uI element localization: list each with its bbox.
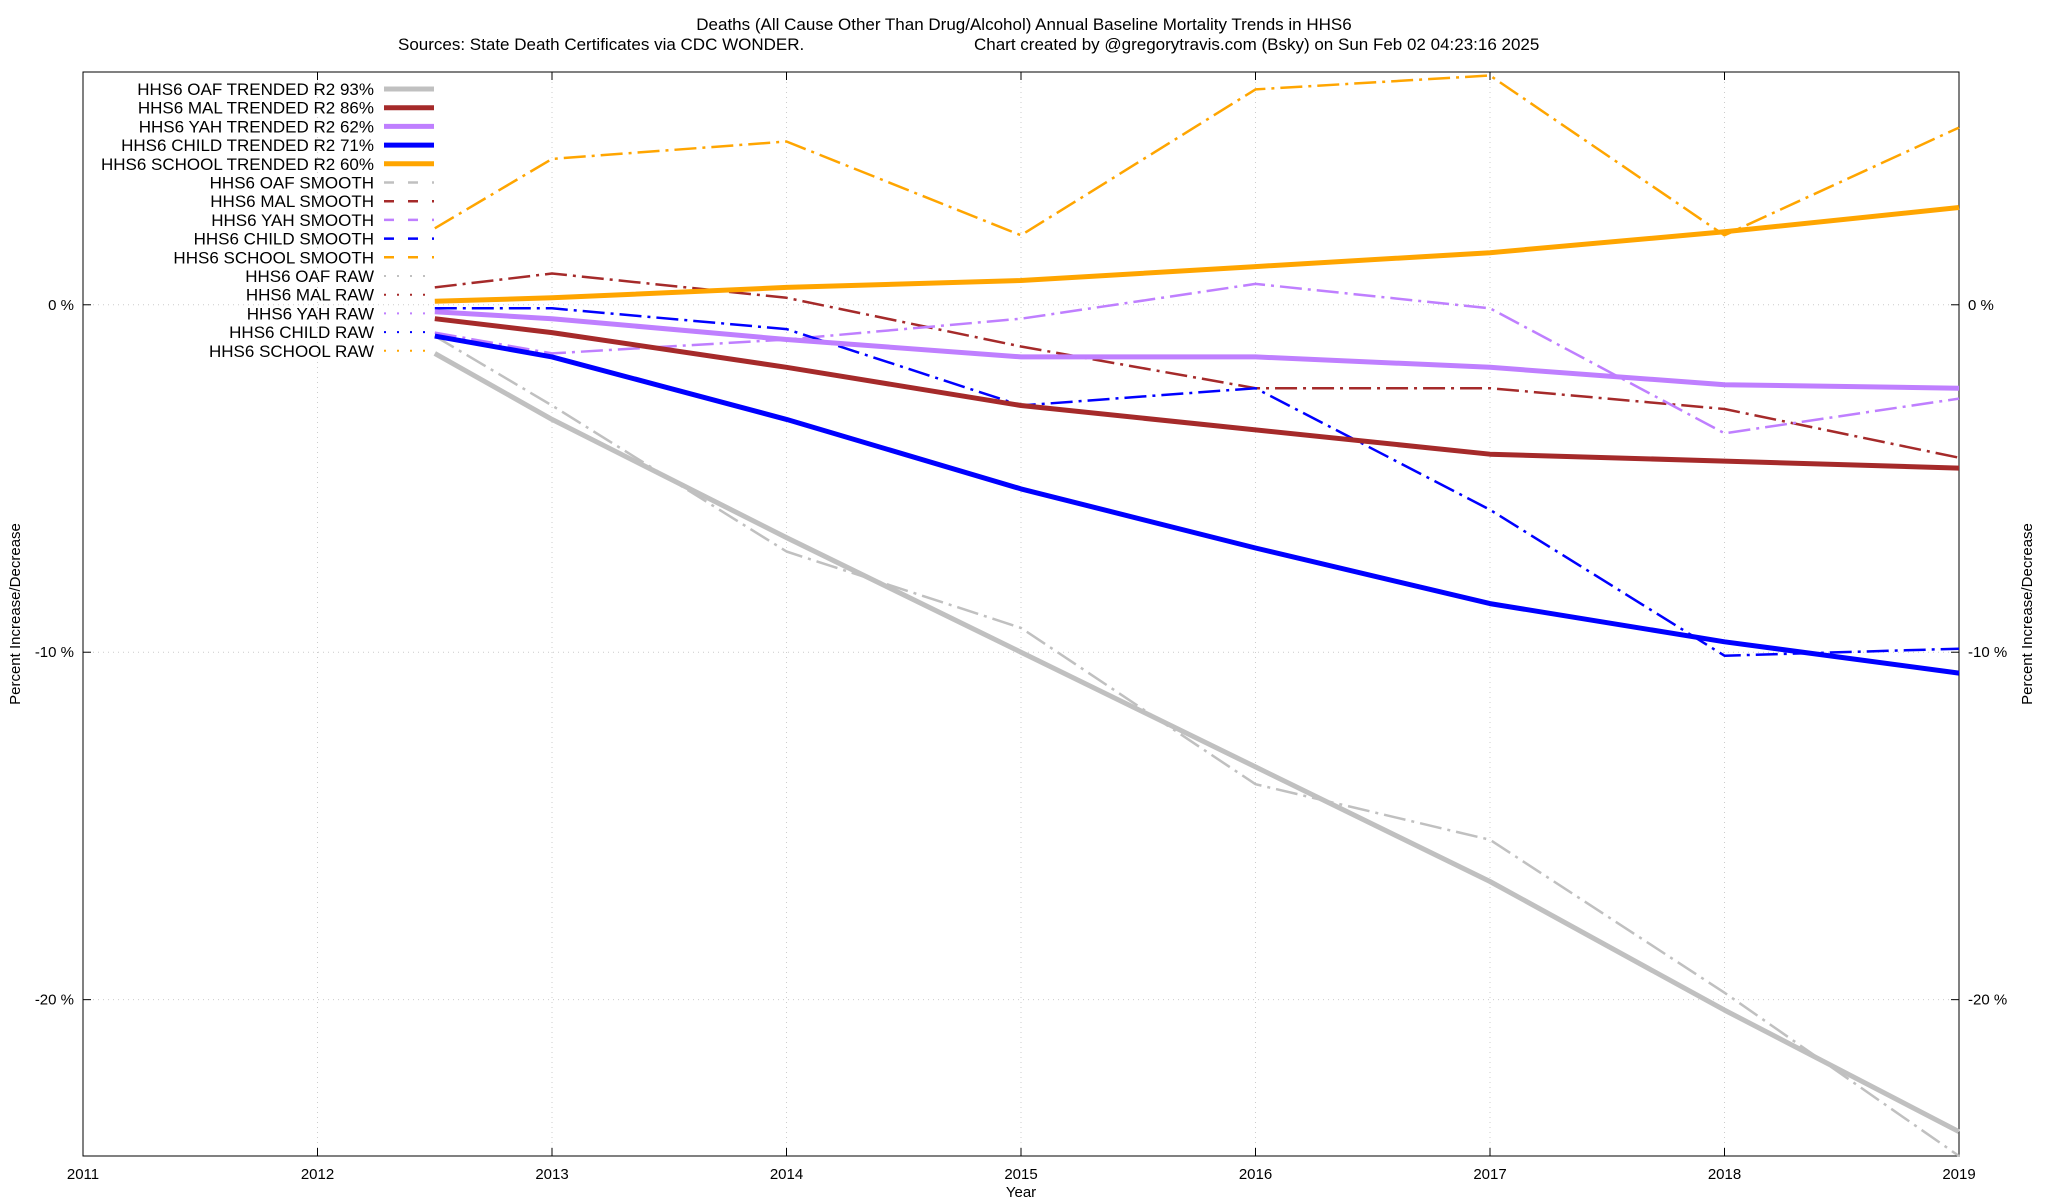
y-tick-label-right: -10 % xyxy=(1968,644,2007,661)
legend-label: HHS6 YAH TRENDED R2 62% xyxy=(139,117,374,136)
x-tick-label: 2018 xyxy=(1708,1166,1741,1183)
y-tick-label-left: -20 % xyxy=(35,992,74,1009)
x-tick-label: 2017 xyxy=(1473,1166,1506,1183)
x-axis-label: Year xyxy=(1006,1184,1036,1200)
y-tick-label-right: 0 % xyxy=(1968,297,1994,314)
y-axis-label-left: Percent Increase/Decrease xyxy=(7,523,24,705)
y-tick-label-left: 0 % xyxy=(48,297,74,314)
legend-label: HHS6 MAL TRENDED R2 86% xyxy=(138,99,374,118)
legend-label: HHS6 YAH SMOOTH xyxy=(211,211,374,230)
series-layer xyxy=(433,74,1961,1158)
series-line-hhs6-child-trended-r2-71 xyxy=(434,333,1960,676)
series-line-hhs6-child-smooth xyxy=(434,307,1960,657)
legend: HHS6 OAF TRENDED R2 93%HHS6 MAL TRENDED … xyxy=(101,80,434,361)
legend-label: HHS6 OAF SMOOTH xyxy=(210,174,374,193)
x-tick-label: 2012 xyxy=(301,1166,334,1183)
series-line-hhs6-school-smooth xyxy=(434,74,1960,237)
x-tick-label: 2016 xyxy=(1239,1166,1272,1183)
x-tick-label: 2011 xyxy=(67,1166,99,1183)
series-line-hhs6-mal-trended-r2-86 xyxy=(434,316,1960,471)
legend-label: HHS6 YAH RAW xyxy=(247,304,374,323)
legend-label: HHS6 SCHOOL SMOOTH xyxy=(173,248,374,267)
series-line-hhs6-oaf-trended-r2-93 xyxy=(433,351,1961,1134)
legend-label: HHS6 SCHOOL TRENDED R2 60% xyxy=(101,155,374,174)
y-tick-label-left: -10 % xyxy=(35,644,74,661)
y-tick-label-right: -20 % xyxy=(1968,992,2007,1009)
legend-label: HHS6 OAF RAW xyxy=(245,267,374,286)
legend-label: HHS6 OAF TRENDED R2 93% xyxy=(137,80,374,99)
series-line-hhs6-oaf-smooth xyxy=(434,335,1960,1158)
series-line-hhs6-school-trended-r2-60 xyxy=(434,205,1960,304)
y-tick-group: 0 % 0 % -10 % -10 % -20 % -20 % xyxy=(35,297,2007,1009)
x-tick-label: 2015 xyxy=(1004,1166,1037,1183)
legend-label: HHS6 MAL SMOOTH xyxy=(210,192,374,211)
series-line-hhs6-yah-smooth xyxy=(434,282,1960,435)
x-tick-group: 2011 2012 2013 2014 2015 2016 2017 2018 2019 xyxy=(67,72,1976,1183)
legend-label: HHS6 SCHOOL RAW xyxy=(209,342,374,361)
legend-label: HHS6 CHILD TRENDED R2 71% xyxy=(121,136,374,155)
chart-source: Sources: State Death Certificates via CD… xyxy=(398,35,804,54)
series-line-hhs6-mal-smooth xyxy=(434,272,1960,459)
legend-label: HHS6 CHILD SMOOTH xyxy=(194,230,374,249)
legend-label: HHS6 CHILD RAW xyxy=(229,323,374,342)
chart-title: Deaths (All Cause Other Than Drug/Alcoho… xyxy=(696,15,1351,34)
x-tick-label: 2014 xyxy=(770,1166,803,1183)
x-tick-label: 2019 xyxy=(1942,1166,1975,1183)
chart-credit: Chart created by @gregorytravis.com (Bsk… xyxy=(974,35,1539,54)
x-tick-label: 2013 xyxy=(535,1166,568,1183)
legend-label: HHS6 MAL RAW xyxy=(246,286,374,305)
y-axis-label-right: Percent Increase/Decrease xyxy=(2019,523,2036,705)
series-line-hhs6-yah-trended-r2-62 xyxy=(434,309,1960,391)
